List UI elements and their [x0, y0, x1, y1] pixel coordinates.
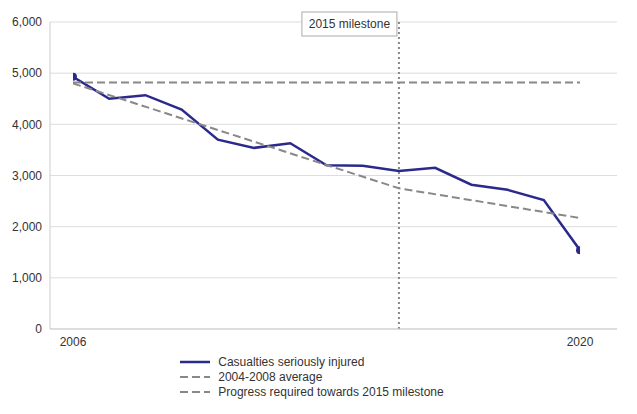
svg-text:2015 milestone: 2015 milestone	[309, 17, 391, 31]
svg-text:6,000: 6,000	[12, 15, 42, 29]
svg-text:2,000: 2,000	[12, 220, 42, 234]
svg-text:4,000: 4,000	[12, 118, 42, 132]
svg-text:2020: 2020	[567, 335, 594, 349]
html-text:2004-2008 average: 2004-2008 average	[218, 369, 323, 384]
svg-text:3,000: 3,000	[12, 169, 42, 183]
svg-text:1,000: 1,000	[12, 271, 42, 285]
html-text:Casualties seriously injured: Casualties seriously injured	[218, 354, 365, 369]
html-text:Progress required towards 2015: Progress required towards 2015 milestone	[218, 384, 444, 399]
svg-text:5,000: 5,000	[12, 66, 42, 80]
svg-text:2006: 2006	[60, 335, 87, 349]
svg-text:0: 0	[35, 322, 42, 336]
